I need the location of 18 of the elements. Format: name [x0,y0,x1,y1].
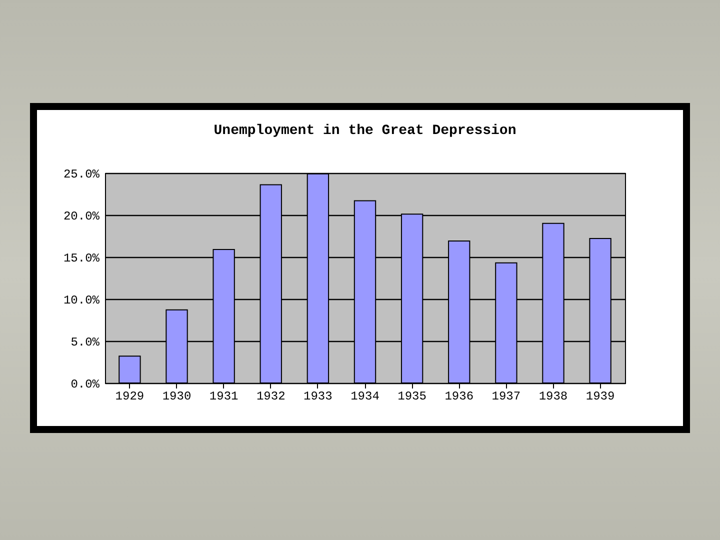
y-tick-label: 25.0% [63,168,100,182]
x-tick-label: 1930 [162,390,192,404]
y-tick-label: 20.0% [63,210,100,224]
x-tick-label: 1932 [256,390,286,404]
y-tick-label: 10.0% [63,294,100,308]
x-tick-label: 1935 [398,390,426,404]
y-tick-label: 15.0% [63,252,100,266]
x-tick-label: 1931 [209,390,238,404]
chart-title: Unemployment in the Great Depression [214,123,516,139]
x-tick-label: 1937 [492,390,521,404]
y-tick-label: 5.0% [70,336,100,350]
x-tick-label: 1936 [444,390,474,404]
x-tick-label: 1929 [115,390,144,404]
x-tick-label: 1933 [304,390,332,404]
x-tick-label: 1934 [350,390,380,404]
y-tick-label: 0.0% [70,378,100,392]
x-tick-label: 1938 [538,390,568,404]
x-tick-label: 1939 [586,390,615,404]
